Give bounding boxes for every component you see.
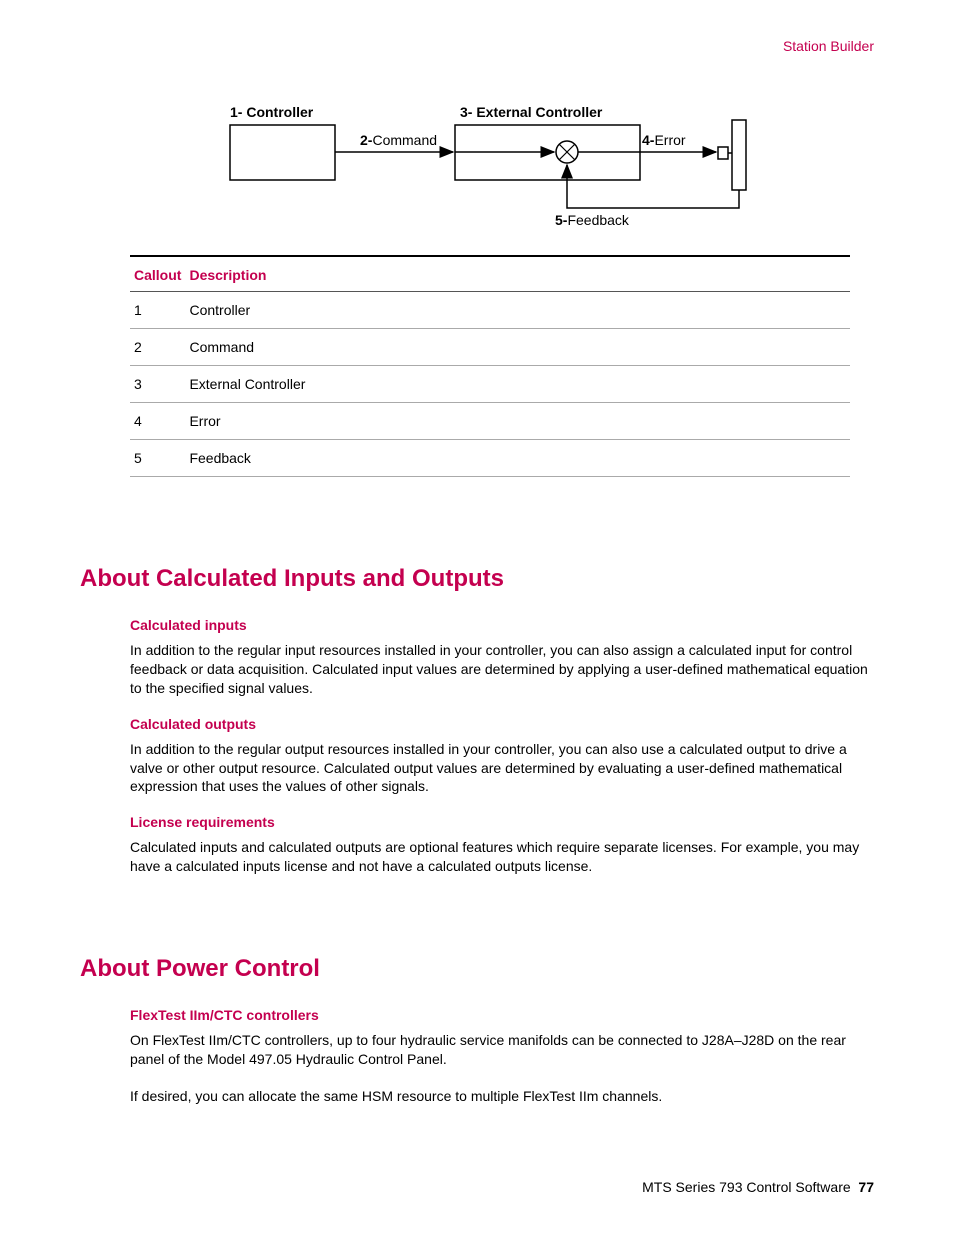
body-flextest-1: On FlexTest IIm/CTC controllers, up to f… xyxy=(130,1031,870,1069)
footer-text: MTS Series 793 Control Software xyxy=(642,1179,851,1195)
subheading-calc-outputs: Calculated outputs xyxy=(130,716,870,732)
callout-table: Callout Description 1Controller 2Command… xyxy=(130,255,850,477)
page-footer: MTS Series 793 Control Software 77 xyxy=(642,1179,874,1195)
th-callout: Callout xyxy=(130,256,185,292)
body-calc-outputs: In addition to the regular output resour… xyxy=(130,740,870,797)
table-row: 3External Controller xyxy=(130,366,850,403)
subheading-license: License requirements xyxy=(130,814,870,830)
table-row: 5Feedback xyxy=(130,440,850,477)
section-calculated-io: About Calculated Inputs and Outputs Calc… xyxy=(80,565,870,894)
body-license: Calculated inputs and calculated outputs… xyxy=(130,838,870,876)
diagram-label-external: 3- External Controller xyxy=(460,104,602,120)
block-diagram: 1- Controller 2-Command 3- External Cont… xyxy=(220,100,780,240)
th-description: Description xyxy=(185,256,850,292)
subheading-flextest: FlexTest IIm/CTC controllers xyxy=(130,1007,870,1023)
table-row: 2Command xyxy=(130,329,850,366)
page-number: 77 xyxy=(858,1179,874,1195)
heading-calculated-io: About Calculated Inputs and Outputs xyxy=(80,565,870,593)
table-header-row: Callout Description xyxy=(130,256,850,292)
diagram-label-feedback: 5-Feedback xyxy=(555,212,629,228)
table-row: 4Error xyxy=(130,403,850,440)
diagram-label-command: 2-Command xyxy=(360,132,437,148)
heading-power-control: About Power Control xyxy=(80,955,870,983)
body-calc-inputs: In addition to the regular input resourc… xyxy=(130,641,870,698)
diagram-label-controller: 1- Controller xyxy=(230,104,313,120)
subheading-calc-inputs: Calculated inputs xyxy=(130,617,870,633)
body-flextest-2: If desired, you can allocate the same HS… xyxy=(130,1087,870,1106)
diagram-svg xyxy=(220,100,780,240)
table-row: 1Controller xyxy=(130,292,850,329)
breadcrumb: Station Builder xyxy=(783,38,874,54)
section-power-control: About Power Control FlexTest IIm/CTC con… xyxy=(80,955,870,1124)
diagram-label-error: 4-Error xyxy=(642,132,686,148)
